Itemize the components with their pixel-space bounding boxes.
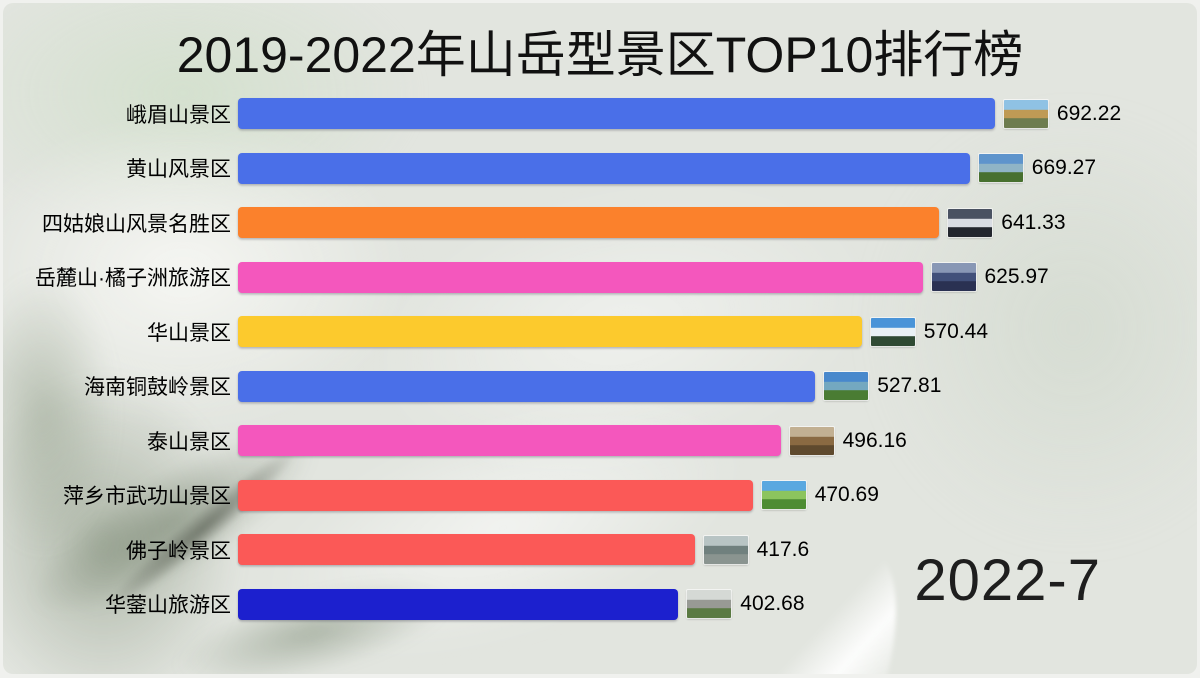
- huayingshan-photo: [687, 590, 732, 618]
- huashan-photo: [870, 317, 915, 346]
- category-label: 佛子岭景区: [126, 539, 231, 563]
- siguniangshan-photo: [948, 208, 993, 237]
- bar-foziling: [238, 534, 695, 565]
- yuelushan-juzizhou-photo: [931, 263, 976, 291]
- value-label: 669.27: [1031, 156, 1097, 179]
- bar-rows: 峨眉山景区 692.22 黄山风景区 669.27 四姑娘山风景名胜区 641.…: [3, 98, 1197, 620]
- value-label: 470.69: [814, 483, 879, 506]
- bar-huayingshan: [238, 588, 679, 620]
- bar-row-wugongshan: 萍乡市武功山景区 470.69: [3, 479, 1197, 511]
- bar-huashan: [238, 316, 862, 347]
- emeishan-photo: [1003, 99, 1048, 128]
- bar-row-yuelushan-juzizhou: 岳麓山·橘子洲旅游区 625.97: [3, 261, 1197, 293]
- bar-huangshan: [238, 152, 970, 184]
- bar-row-foziling: 佛子岭景区 417.6: [3, 534, 1197, 565]
- chart-canvas: 2019-2022年山岳型景区TOP10排行榜 峨眉山景区 692.22 黄山风…: [3, 3, 1197, 674]
- category-label: 海南铜鼓岭景区: [84, 376, 231, 399]
- taishan-photo: [789, 426, 834, 455]
- bar-tongguling: [238, 370, 816, 402]
- bar-siguniangshan: [238, 207, 940, 238]
- value-label: 692.22: [1056, 101, 1122, 125]
- chart-title: 2019-2022年山岳型景区TOP10排行榜: [176, 27, 1024, 83]
- value-label: 625.97: [984, 265, 1049, 288]
- bar-row-tongguling: 海南铜鼓岭景区 527.81: [3, 370, 1197, 402]
- category-label: 黄山风景区: [126, 158, 231, 181]
- bar-row-emeishan: 峨眉山景区 692.22: [3, 98, 1197, 129]
- category-label: 泰山景区: [147, 430, 231, 454]
- value-label: 496.16: [842, 428, 907, 452]
- bar-taishan: [238, 425, 781, 456]
- bar-row-huayingshan: 华蓥山旅游区 402.68: [3, 588, 1197, 620]
- bar-row-siguniangshan: 四姑娘山风景名胜区 641.33: [3, 207, 1197, 238]
- category-label: 四姑娘山风景名胜区: [42, 212, 231, 236]
- value-label: 527.81: [877, 374, 942, 397]
- bar-emeishan: [238, 98, 995, 129]
- bar-row-huangshan: 黄山风景区 669.27: [3, 152, 1197, 184]
- category-label: 华蓥山旅游区: [105, 594, 231, 617]
- bar-yuelushan-juzizhou: [238, 261, 923, 293]
- category-label: 峨眉山景区: [126, 103, 231, 127]
- tongguling-photo: [824, 372, 869, 400]
- bar-row-huashan: 华山景区 570.44: [3, 316, 1197, 347]
- foziling-photo: [703, 535, 748, 564]
- bar-row-taishan: 泰山景区 496.16: [3, 425, 1197, 456]
- value-label: 417.6: [756, 537, 810, 561]
- value-label: 402.68: [740, 592, 805, 615]
- bar-wugongshan: [238, 479, 753, 511]
- huangshan-photo: [978, 154, 1023, 182]
- wugongshan-photo: [761, 481, 806, 509]
- value-label: 570.44: [923, 319, 989, 343]
- period-label: 2022-7: [914, 548, 1101, 613]
- category-label: 岳麓山·橘子洲旅游区: [35, 267, 231, 290]
- category-label: 华山景区: [147, 321, 231, 345]
- category-label: 萍乡市武功山景区: [63, 485, 231, 508]
- value-label: 641.33: [1001, 210, 1066, 234]
